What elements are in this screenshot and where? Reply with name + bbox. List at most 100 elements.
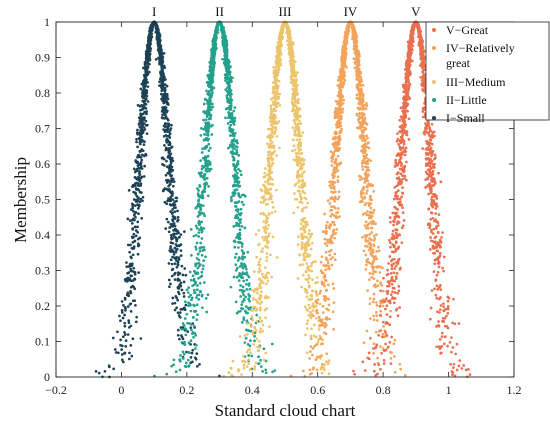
cloud-drop [240, 255, 244, 259]
cloud-drop [274, 98, 277, 102]
cloud-drop [254, 361, 258, 365]
cloud-drop [162, 111, 166, 114]
cloud-drop [308, 284, 312, 288]
cloud-drop [236, 216, 240, 220]
cloud-drop [202, 189, 206, 193]
cloud-drop [134, 225, 137, 229]
cloud-drop [236, 266, 239, 270]
cloud-drop [179, 308, 183, 311]
cloud-drop [299, 148, 302, 151]
cloud-drop [235, 275, 239, 279]
cloud-drop [259, 327, 263, 331]
cloud-drop [248, 295, 251, 298]
cloud-drop [307, 232, 311, 236]
cloud-drop [148, 62, 151, 66]
cloud-drop [188, 270, 192, 274]
cloud-drop [137, 203, 141, 207]
cloud-drop [296, 146, 300, 150]
cloud-drop [232, 156, 236, 160]
cloud-drop [262, 238, 266, 242]
cloud-drop [277, 45, 281, 49]
cloud-drop [234, 268, 238, 272]
cloud-drop [253, 339, 256, 343]
cloud-drop [332, 327, 336, 331]
cloud-drop [265, 142, 269, 146]
cloud-drop [182, 324, 186, 327]
cloud-drop [186, 291, 190, 294]
cloud-drop [270, 194, 273, 198]
cloud-drop [113, 348, 117, 351]
cloud-drop [303, 258, 307, 262]
cloud-drop [121, 335, 125, 339]
cloud-drop [238, 265, 242, 268]
cloud-drop [210, 79, 214, 83]
cloud-drop [136, 230, 140, 234]
cloud-drop [200, 253, 204, 257]
cloud-drop [165, 217, 169, 221]
cloud-drop [259, 331, 262, 334]
cloud-drop [171, 177, 175, 181]
cloud-drop [364, 268, 368, 271]
cloud-drop [295, 111, 299, 115]
cloud-drop [174, 243, 178, 246]
cloud-drop [134, 176, 137, 180]
cloud-drop [293, 183, 297, 187]
cloud-drop [301, 209, 304, 213]
cloud-drop [200, 127, 203, 130]
cloud-drop [358, 178, 362, 181]
cloud-drop [299, 142, 303, 146]
cloud-drop [262, 281, 265, 285]
cloud-drop [298, 167, 302, 171]
cloud-drop [248, 299, 251, 303]
cloud-drop [195, 343, 198, 347]
cloud-drop [182, 280, 186, 284]
cloud-drop [169, 199, 173, 203]
cloud-drop [133, 299, 137, 303]
cloud-drop [204, 123, 208, 127]
cloud-drop [264, 351, 268, 355]
cloud-drop [230, 114, 234, 117]
cloud-drop [234, 176, 238, 180]
cloud-drop [161, 156, 164, 159]
cloud-drop [233, 167, 237, 171]
cloud-drop [126, 217, 130, 221]
cloud-drop [123, 333, 127, 336]
cloud-drop [302, 224, 305, 228]
cloud-drop [231, 117, 235, 121]
cloud-drop [245, 319, 249, 323]
cloud-drop [245, 288, 249, 291]
cloud-drop [194, 291, 197, 294]
cloud-drop [141, 89, 144, 93]
cloud-drop [265, 259, 268, 262]
cloud-drop [209, 167, 213, 171]
cloud-drop [252, 343, 256, 346]
cloud-drop [162, 95, 166, 99]
cloud-drop [365, 192, 368, 195]
cloud-drop [235, 171, 239, 175]
cloud-drop [292, 79, 295, 83]
cloud-drop [134, 204, 137, 207]
cloud-drop [206, 127, 210, 131]
cloud-drop [170, 123, 173, 127]
cloud-drop [291, 93, 295, 96]
cloud-drop [140, 95, 144, 98]
cloud-drop [205, 89, 208, 93]
cloud-drop [167, 230, 171, 234]
cloud-drop [263, 266, 267, 269]
cloud-drop [231, 359, 235, 363]
cloud-drop [160, 73, 164, 77]
cloud-drop [272, 152, 275, 155]
cloud-drop [298, 115, 302, 118]
cloud-drop [291, 138, 295, 142]
cloud-drop [193, 304, 196, 308]
cloud-drop [142, 87, 146, 91]
cloud-drop [172, 363, 175, 367]
cloud-drop [144, 124, 148, 127]
cloud-drop [192, 309, 196, 313]
cloud-drop [262, 358, 266, 362]
cloud-drop [229, 285, 233, 289]
cloud-drop [176, 328, 180, 332]
cloud-drop [144, 79, 148, 82]
cloud-drop [248, 307, 252, 311]
cloud-drop [191, 360, 194, 364]
